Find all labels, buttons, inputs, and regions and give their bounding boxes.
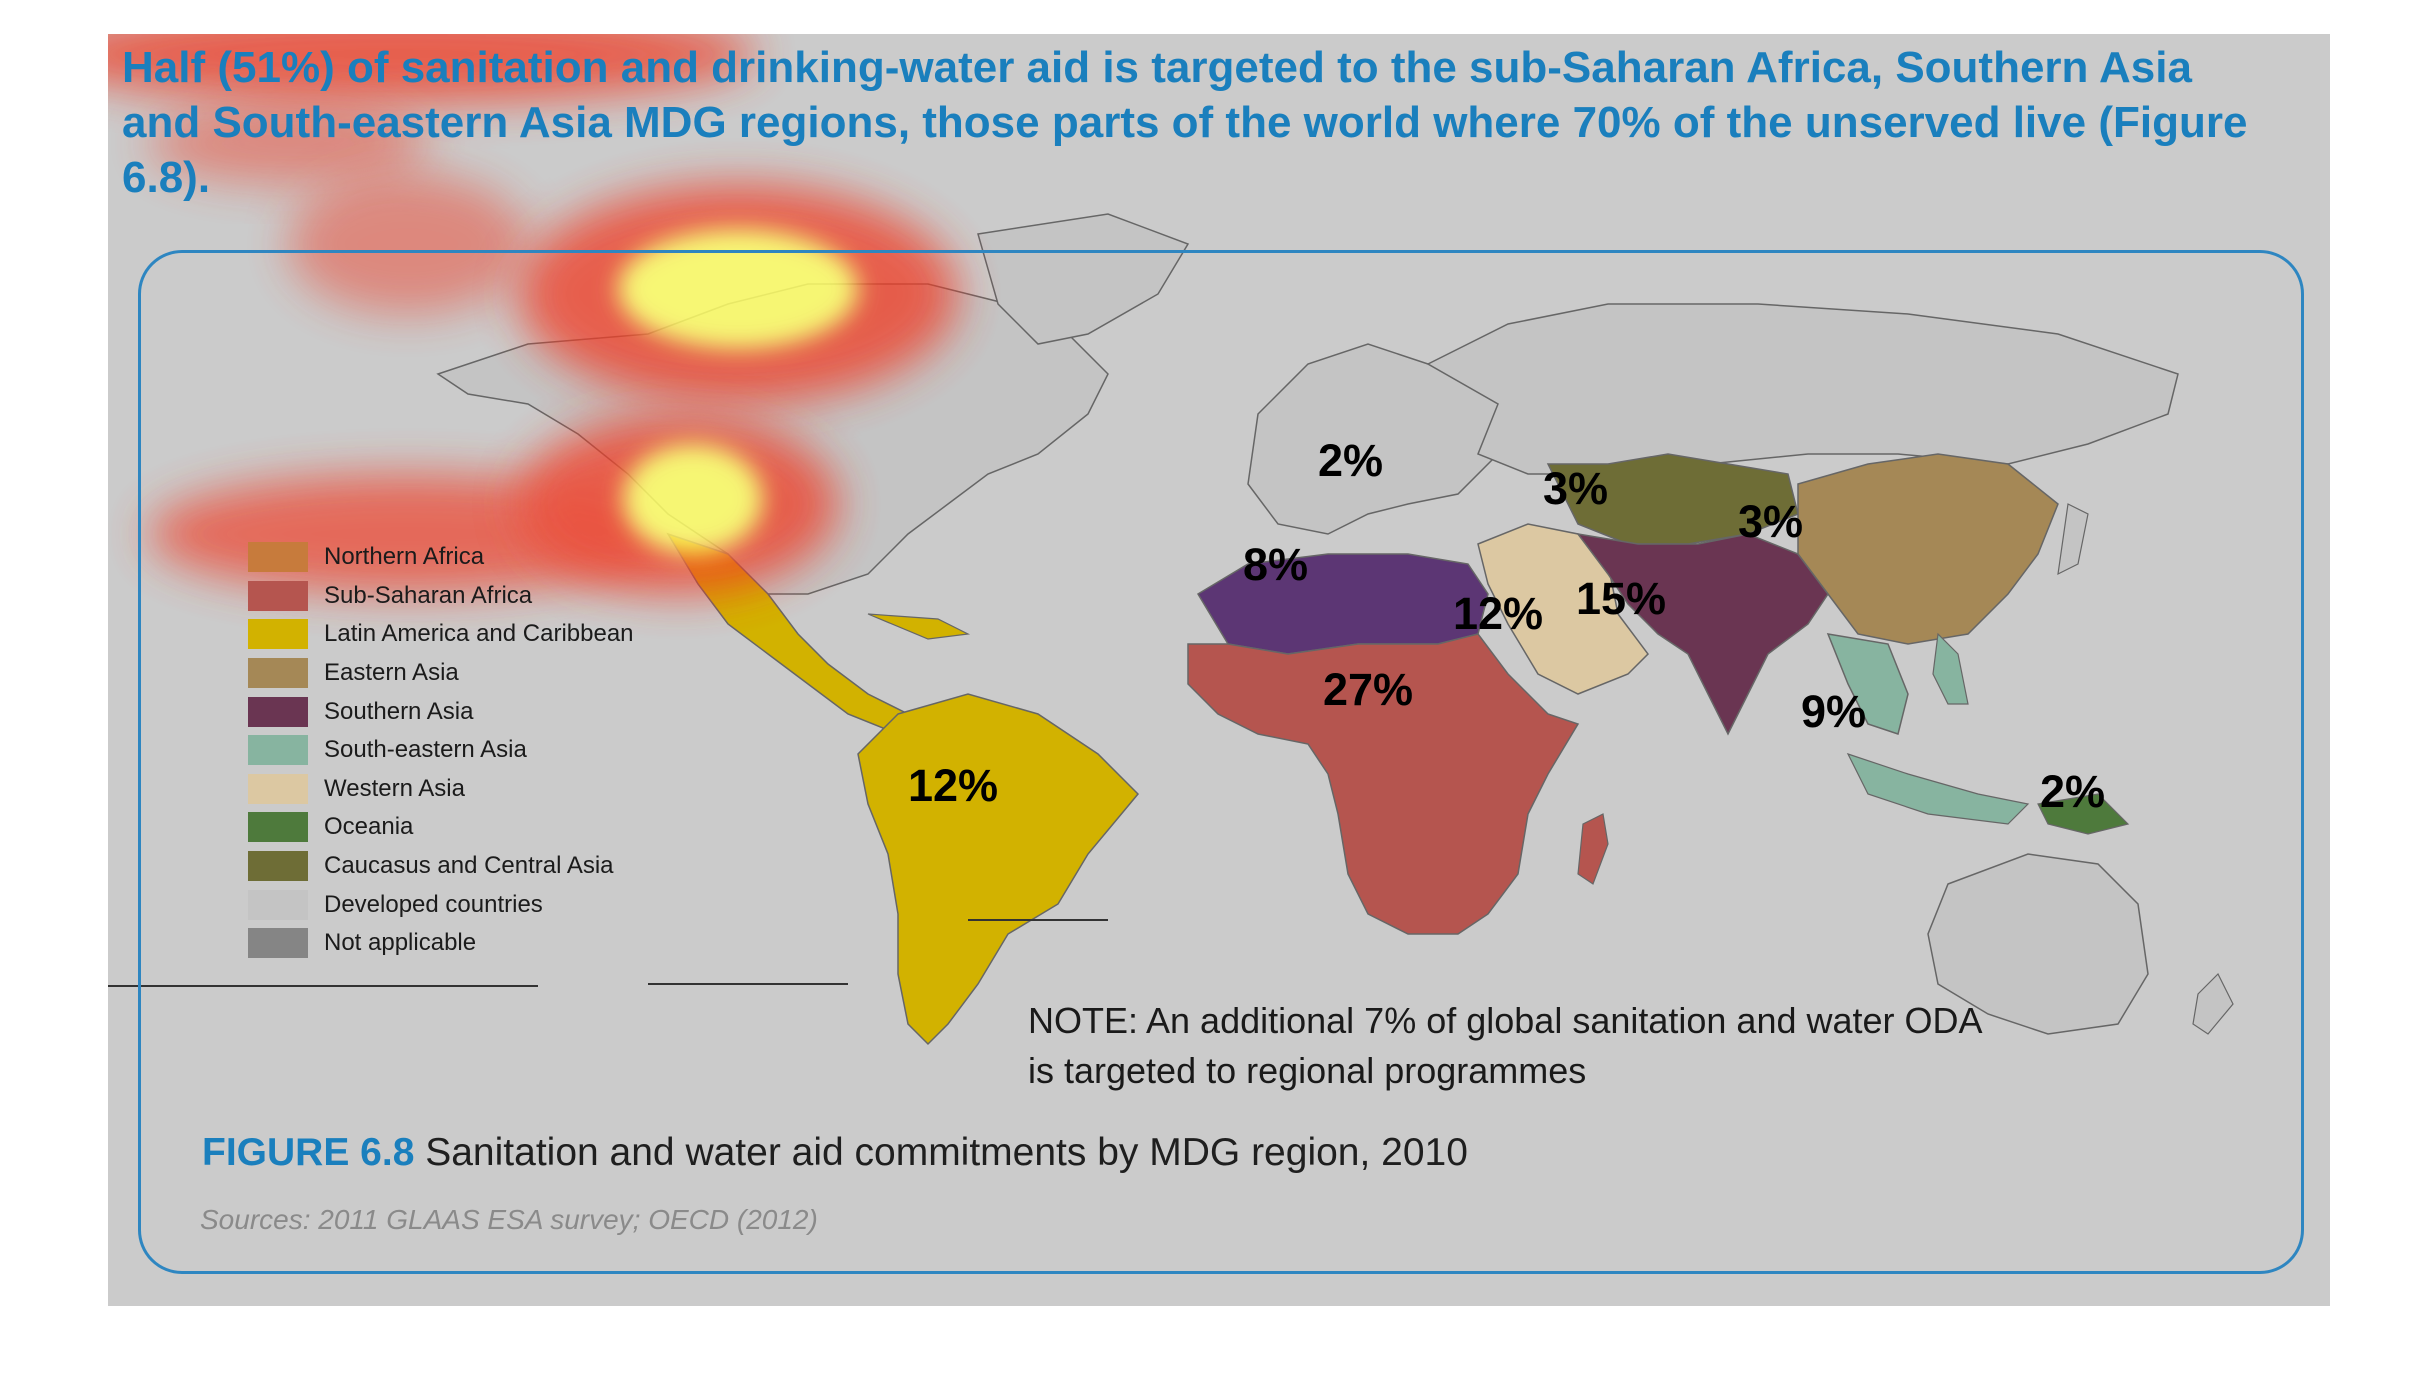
label-europe: 2% [1318,435,1383,486]
label-sub-saharan-africa: 27% [1323,664,1413,715]
legend-item: Developed countries [248,885,634,924]
legend-swatch [248,773,308,804]
legend-swatch [248,580,308,611]
eastern-asia-shape [1797,453,2059,645]
legend-item: South-eastern Asia [248,731,634,770]
figure-sources: Sources: 2011 GLAAS ESA survey; OECD (20… [200,1204,818,1235]
legend-label: Northern Africa [324,543,485,571]
world-map: 2% 3% 3% 8% 12% 15% 27% 9% 2% 12% [108,34,2234,1046]
legend-item: Oceania [248,808,634,847]
legend-label: Caucasus and Central Asia [324,852,614,880]
legend-label: Latin America and Caribbean [324,620,634,648]
legend-item: Caucasus and Central Asia [248,847,634,886]
headline: Half (51%) of sanitation and drinking-wa… [122,43,2248,202]
new-zealand-shape [2192,972,2234,1035]
label-western-asia: 12% [1453,588,1543,639]
southern-asia-shape [1576,532,1829,736]
legend-swatch [248,696,308,727]
legend-label: Eastern Asia [324,659,459,687]
note-line-2: is targeted to regional programmes [1028,1050,1587,1091]
label-central-asia: 3% [1543,463,1608,514]
legend: Northern Africa Sub-Saharan Africa Latin A… [248,538,634,963]
heatmap-overlay [108,34,958,594]
legend-item: Latin America and Caribbean [248,615,634,654]
legend-swatch [248,851,308,882]
legend-label: Southern Asia [324,697,474,725]
legend-item: Eastern Asia [248,654,634,693]
philippines-shape [1932,632,1969,705]
map-frame [138,250,2304,1274]
legend-label: Sub-Saharan Africa [324,581,533,609]
oceania-shape [2037,793,2130,835]
japan-shape [2057,503,2089,576]
legend-item: Southern Asia [248,692,634,731]
legend-swatch [248,735,308,766]
label-south-eastern-asia: 9% [1801,686,1866,737]
label-eastern-asia: 3% [1738,496,1803,547]
legend-swatch [248,812,308,843]
legend-swatch [248,928,308,959]
legend-label: Oceania [324,813,414,841]
europe-shape [1247,343,1519,535]
label-latin-america: 12% [908,760,998,811]
legend-label: South-eastern Asia [324,736,527,764]
australia-shape [1927,853,2149,1035]
figure-label: FIGURE 6.8 [202,1131,415,1174]
caribbean-shape [867,613,971,640]
south-america-shape [857,693,1140,1046]
greenland-shape [977,213,1190,345]
legend-item: Northern Africa [248,538,634,577]
indonesia-shape [1846,752,2030,825]
sub-saharan-africa-shape [1187,633,1580,935]
figure-caption: FIGURE 6.8 Sanitation and water aid comm… [202,1131,1468,1175]
label-northern-africa: 8% [1243,539,1308,590]
label-oceania: 2% [2040,766,2105,817]
legend-swatch [248,889,308,920]
note-line-1: NOTE: An additional 7% of global sanitat… [1028,1000,1983,1041]
russia-shape [1426,303,2179,475]
label-southern-asia: 15% [1576,573,1666,624]
map-note: NOTE: An additional 7% of global sanitat… [1028,996,2028,1096]
legend-item: Sub-Saharan Africa [248,577,634,616]
figure-panel: 2% 3% 3% 8% 12% 15% 27% 9% 2% 12% Half (… [108,34,2330,1306]
legend-swatch [248,658,308,689]
south-eastern-asia-shape [1826,633,1909,735]
legend-item: Western Asia [248,770,634,809]
madagascar-shape [1577,813,1609,885]
legend-label: Western Asia [324,774,465,802]
legend-label: Not applicable [324,929,477,957]
legend-swatch [248,542,308,573]
legend-item: Not applicable [248,924,634,963]
figure-title: Sanitation and water aid commitments by … [425,1131,1468,1174]
legend-label: Developed countries [324,890,543,918]
legend-swatch [248,619,308,650]
